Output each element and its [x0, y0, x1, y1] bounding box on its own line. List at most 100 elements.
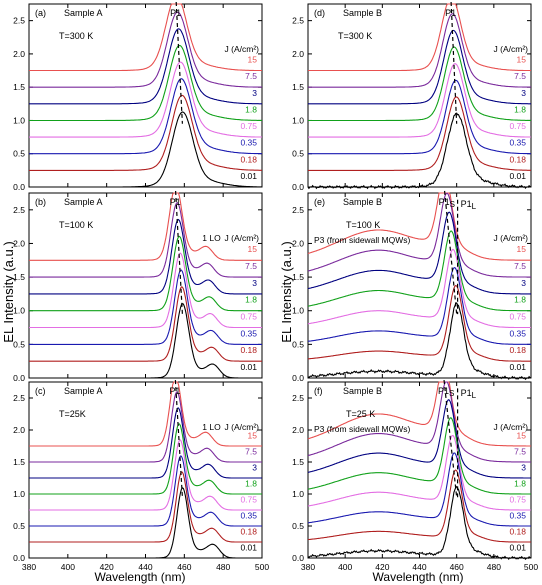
peak-sub: S [449, 389, 454, 398]
series-line [308, 13, 531, 88]
y-tick-label: 1.5 [292, 457, 304, 467]
y-tick-label: 0.0 [13, 182, 25, 192]
peak-trace [174, 380, 183, 498]
peak-trace [175, 1, 183, 124]
series-line [29, 407, 262, 479]
legend-value: 7.5 [514, 261, 526, 271]
legend-value: 0.01 [509, 171, 526, 181]
series-line [308, 3, 531, 72]
temperature-label: T=100 K [59, 220, 93, 230]
plot-frame [307, 192, 532, 379]
legend-value: 7.5 [514, 71, 526, 81]
legend-value: 0.18 [509, 154, 526, 164]
x-tick-label: 480 [487, 562, 501, 572]
series-line [29, 423, 262, 495]
y-tick-label: 0.5 [292, 521, 304, 531]
x-tick-label: 460 [450, 562, 464, 572]
y-tick-label: 0.0 [292, 553, 304, 563]
y-tick-label: 2.0 [13, 238, 25, 248]
y-tick-label: 2.0 [292, 425, 304, 435]
peak2-sub: L [472, 391, 477, 400]
y-tick-label: 0.0 [292, 182, 304, 192]
legend-value: 0.35 [240, 510, 257, 520]
series-line [29, 202, 262, 278]
legend-value: 0.01 [509, 362, 526, 372]
legend-value: 0.01 [240, 542, 257, 552]
legend-value: 0.18 [240, 526, 257, 536]
legend-value: 0.01 [509, 542, 526, 552]
sample-label: Sample B [343, 386, 382, 396]
peak2-sub: L [472, 202, 477, 211]
peak2-label: P1L [461, 388, 477, 400]
peak-label: P1 [170, 197, 181, 207]
peak-label: P1 [445, 8, 456, 18]
x-tick-label: 440 [412, 562, 426, 572]
x-tick-label: 500 [524, 562, 538, 572]
lo-label: 1 LO [202, 233, 221, 243]
series-line [29, 303, 262, 379]
x-tick-label: 400 [338, 562, 352, 572]
legend-value: 0.35 [509, 510, 526, 520]
y-tick-label: 2.0 [13, 49, 25, 59]
panel-label: (f) [314, 386, 323, 396]
series-line [29, 252, 262, 329]
legend-value: 3 [521, 88, 526, 98]
legend-value: 15 [517, 55, 527, 65]
legend-value: 0.18 [240, 345, 257, 355]
panel-label: (a) [35, 8, 46, 18]
peak-trace [443, 380, 458, 498]
y-tick-label: 1.0 [13, 489, 25, 499]
legend-title: J (A/cm²) [225, 233, 260, 243]
y-tick-label: 0.0 [292, 373, 304, 383]
y-tick-label: 0.5 [13, 521, 25, 531]
x-tick-label: 440 [138, 562, 152, 572]
series-line [308, 46, 531, 122]
panel-a: 0.0 0.5 1.0 1.5 2.0 2.5 15 7.5 3 1.8 0.75 0.35 0.18 0… [13, 1, 263, 192]
series-line [307, 302, 531, 381]
series-line [29, 439, 262, 511]
legend-value: 1.8 [514, 295, 526, 305]
series-line [29, 28, 262, 105]
x-tick-label: 460 [177, 562, 191, 572]
peak2-label: P1L [461, 199, 477, 211]
plot-frame [307, 381, 532, 559]
y-tick-label: 2.0 [292, 238, 304, 248]
series-line [307, 399, 531, 479]
y-axis-label: EL Intensity (a.u.) [1, 241, 16, 342]
legend-value: 3 [252, 462, 257, 472]
y-axis-label-right: EL Intensity (a.u.) [279, 241, 294, 342]
legend-value: 0.01 [240, 171, 257, 181]
panel-f: 380 400 420 440 460 480 500 0.0 0.5 1.0 1.5 2.0 2.5 1… [292, 380, 538, 572]
series-line [307, 112, 532, 190]
series-line [307, 284, 531, 362]
legend-value: 3 [521, 462, 526, 472]
legend-value: 0.75 [509, 311, 526, 321]
legend-value: 1.8 [514, 478, 526, 488]
y-tick-label: 1.5 [13, 272, 25, 282]
legend-value: 0.75 [240, 494, 257, 504]
y-tick-label: 2.5 [292, 393, 304, 403]
p3-label: P3 (from sidewall MQWs) [314, 424, 411, 434]
series-line [29, 455, 262, 527]
legend-value: 0.75 [240, 121, 257, 131]
series-line [29, 269, 262, 345]
legend-value: 1.8 [245, 104, 257, 114]
legend-value: 0.75 [240, 311, 257, 321]
legend-value: 0.18 [240, 154, 257, 164]
series-line [307, 434, 531, 511]
legend-title: J (A/cm²) [225, 44, 260, 54]
panel-d: 0.0 0.5 1.0 1.5 2.0 2.5 15 7.5 3 1.8 0.75 0.35 0.18 0… [292, 1, 532, 192]
legend-value: 1.8 [245, 478, 257, 488]
y-tick-label: 2.5 [13, 393, 25, 403]
lo-label: 1 LO [202, 422, 221, 432]
legend-value: 0.18 [509, 345, 526, 355]
peak-label: P1S [439, 197, 455, 209]
y-tick-label: 1.5 [292, 82, 304, 92]
y-tick-label: 0.5 [13, 339, 25, 349]
series-line [29, 487, 262, 559]
legend-value: 0.35 [509, 138, 526, 148]
y-tick-label: 2.5 [292, 205, 304, 215]
y-tick-label: 1.0 [292, 489, 304, 499]
series-line [307, 381, 531, 447]
